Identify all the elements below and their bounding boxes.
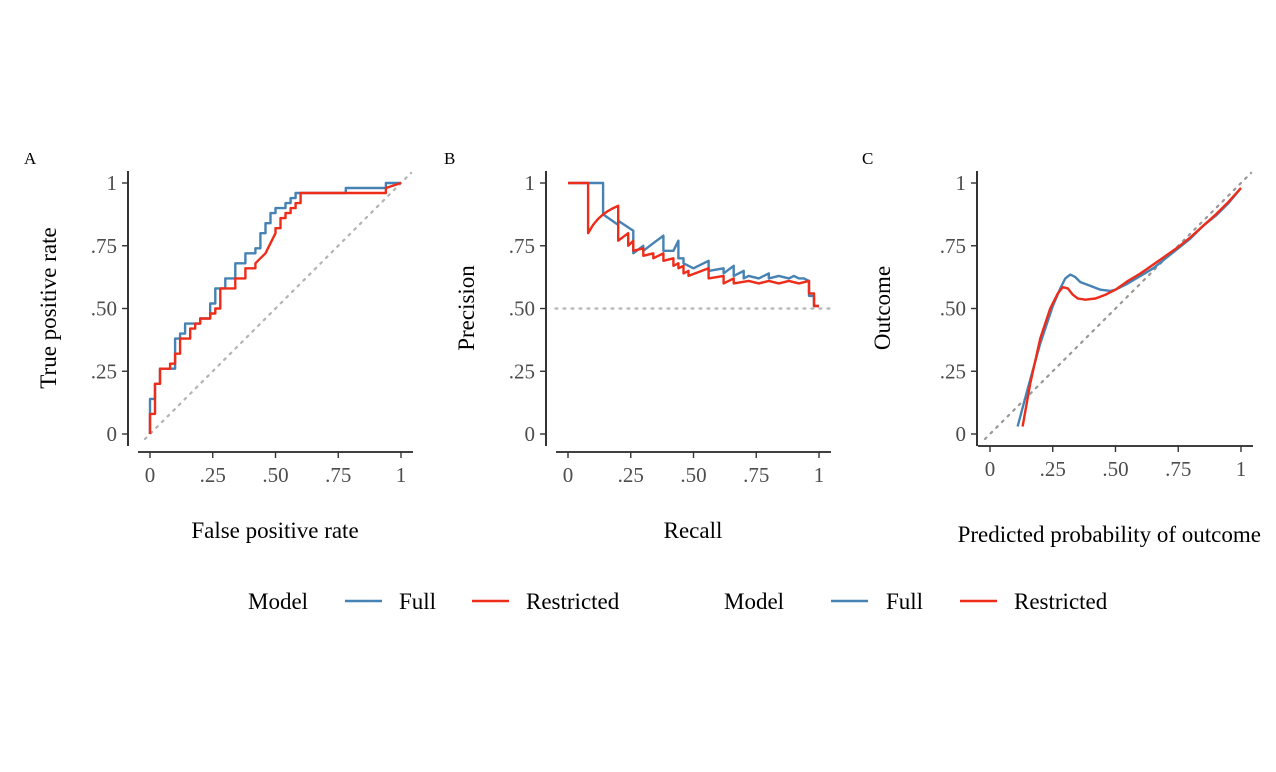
panel-a-reference-line (143, 171, 413, 441)
panel-c-y-tick-label: 0 (956, 422, 967, 446)
legend-right-restricted-label: Restricted (1014, 589, 1108, 614)
panel-c-reference (983, 171, 1253, 441)
panel-a: A 0 .25 .50 .75 1 0 .25 .50 .75 1 False positive … (24, 149, 413, 543)
legend-right-full-label: Full (886, 589, 923, 614)
panel-a-reference (143, 171, 413, 441)
panel-a-y-tick-label: 0 (107, 422, 118, 446)
panel-c-tag: C (862, 149, 873, 168)
panel-c-x-tick-label: .75 (1165, 457, 1191, 481)
panel-a-y-tick-label: .50 (91, 297, 117, 321)
panel-a-x-tick-label: 0 (145, 463, 156, 487)
panel-b-tag: B (444, 149, 455, 168)
panel-c-y-tick-label: .50 (940, 297, 966, 321)
panel-c-series-restricted (1021, 187, 1242, 427)
panel-a-y-tick-label: 1 (107, 171, 118, 195)
panel-b-x-tick-label: .75 (743, 463, 769, 487)
panel-b-y-tick-label: .25 (509, 359, 535, 383)
panel-c-axes: 0 .25 .50 .75 1 0 .25 .50 .75 1 (940, 171, 1253, 481)
panel-c: C 0 .25 .50 .75 1 0 .25 .50 .75 1 Predicted proba… (862, 149, 1261, 547)
legend-left-full-label: Full (399, 589, 436, 614)
panel-a-x-tick-label: .75 (325, 463, 351, 487)
panel-c-x-tick-label: 0 (985, 457, 996, 481)
panel-b-y-tick-label: 1 (525, 171, 536, 195)
panel-a-axes: 0 .25 .50 .75 1 0 .25 .50 .75 1 (91, 171, 413, 487)
panel-c-reference-line (983, 171, 1253, 441)
panel-b-series-full (568, 181, 819, 308)
panel-b-y-tick-label: 0 (525, 422, 536, 446)
panel-a-x-tick-label: 1 (396, 463, 407, 487)
panel-c-x-title: Predicted probability of outcome (958, 522, 1261, 547)
panel-b-axes: 0 .25 .50 .75 1 0 .25 .50 .75 1 (509, 171, 831, 487)
panel-a-x-tick-label: .25 (200, 463, 226, 487)
panel-c-y-tick-label: 1 (956, 171, 967, 195)
panel-b-x-tick-label: 1 (814, 463, 825, 487)
panel-c-y-tick-label: .75 (940, 234, 966, 258)
panel-b-x-tick-label: 0 (563, 463, 574, 487)
legend-right-title: Model (724, 589, 784, 614)
panel-c-y-title: Outcome (870, 266, 895, 350)
panel-b-y-tick-label: .50 (509, 297, 535, 321)
panel-b-x-title: Recall (664, 518, 723, 543)
legend-left: Model Full Restricted (248, 589, 620, 614)
panel-a-x-tick-label: .50 (262, 463, 288, 487)
panel-a-series (148, 181, 402, 434)
legend-left-title: Model (248, 589, 308, 614)
panel-b-y-tick-label: .75 (509, 234, 535, 258)
panel-b-y-title: Precision (454, 265, 479, 351)
panel-a-x-title: False positive rate (191, 518, 358, 543)
legend-right: Model Full Restricted (724, 589, 1108, 614)
panel-c-series (1016, 187, 1242, 427)
panel-c-x-tick-label: .25 (1040, 457, 1066, 481)
panel-a-series-full (148, 181, 401, 434)
panel-b-x-tick-label: .50 (680, 463, 706, 487)
panel-a-y-tick-label: .25 (91, 359, 117, 383)
panel-c-x-tick-label: 1 (1236, 457, 1247, 481)
panel-c-x-tick-label: .50 (1102, 457, 1128, 481)
panel-a-y-title: True positive rate (36, 227, 61, 388)
panel-b: B 0 .25 .50 .75 1 0 .25 .50 .75 1 Recall Precisio… (444, 149, 833, 543)
panel-b-series-restricted (568, 181, 819, 308)
panel-a-tag: A (24, 149, 37, 168)
panel-a-series-restricted (148, 181, 402, 434)
panel-c-y-tick-label: .25 (940, 359, 966, 383)
panel-b-x-tick-label: .25 (618, 463, 644, 487)
panel-a-y-tick-label: .75 (91, 234, 117, 258)
panel-b-series (568, 181, 819, 308)
legend-left-restricted-label: Restricted (526, 589, 620, 614)
